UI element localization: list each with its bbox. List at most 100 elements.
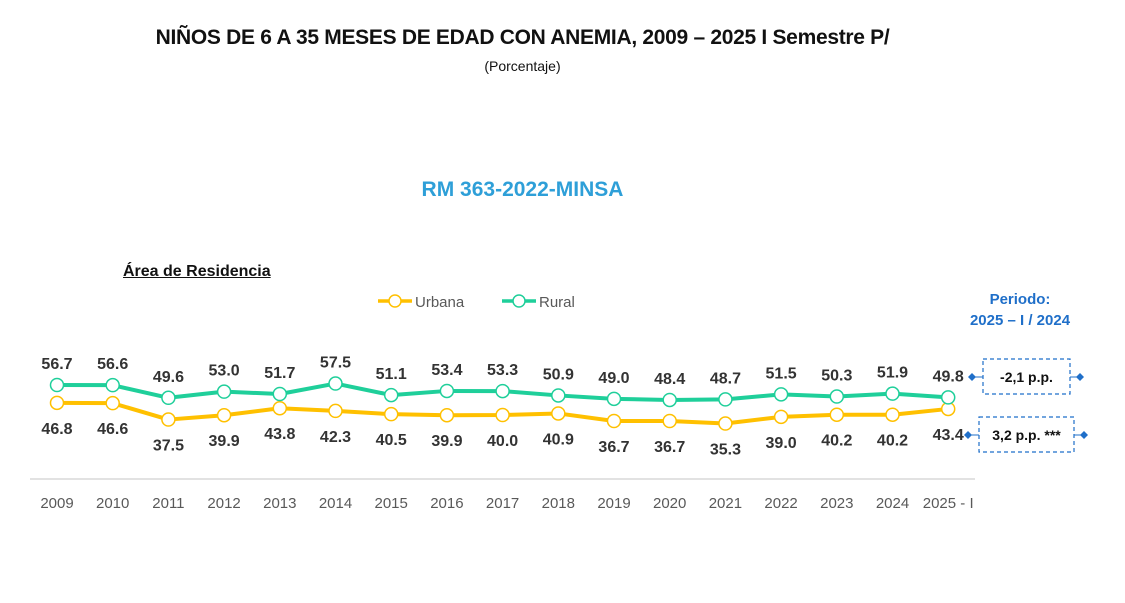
data-point-rural <box>885 386 900 401</box>
data-point-rural <box>49 377 65 393</box>
data-point-rural <box>439 383 455 399</box>
data-label-urbana: 35.3 <box>710 442 741 459</box>
data-label-rural: 51.9 <box>877 365 908 382</box>
data-label-urbana: 39.9 <box>431 433 462 450</box>
rural-change-diamond-right <box>1076 373 1084 381</box>
data-point-urbana <box>328 403 343 419</box>
data-point-urbana <box>272 400 288 416</box>
data-label-urbana: 40.5 <box>376 432 407 449</box>
data-label-urbana: 37.5 <box>153 438 184 455</box>
periodo-line2: 2025 – I / 2024 <box>969 312 1071 329</box>
x-tick-label: 2011 <box>152 495 184 512</box>
x-tick-label: 2012 <box>207 495 240 512</box>
x-tick-label: 2009 <box>40 495 73 512</box>
urbana-change-diamond-right <box>1080 431 1088 439</box>
data-label-rural: 48.7 <box>710 370 741 387</box>
data-label-rural: 49.6 <box>153 369 184 386</box>
chart-subtitle: (Porcentaje) <box>484 58 561 74</box>
data-label-rural: 51.7 <box>264 365 295 382</box>
data-label-urbana: 40.0 <box>487 433 518 450</box>
data-label-rural: 50.9 <box>543 366 574 383</box>
x-tick-label: 2016 <box>430 495 463 512</box>
data-point-urbana <box>606 413 622 429</box>
data-label-rural: 56.7 <box>41 356 72 373</box>
data-label-rural: 53.0 <box>209 363 240 380</box>
x-tick-label: 2021 <box>709 495 742 512</box>
data-point-rural <box>161 390 176 406</box>
data-label-rural: 56.6 <box>97 356 128 373</box>
data-point-urbana <box>885 407 900 422</box>
data-point-rural <box>272 386 288 402</box>
data-point-urbana <box>105 395 120 411</box>
x-tick-label: 2022 <box>764 495 797 512</box>
x-tick-label: 2014 <box>319 495 352 512</box>
data-label-rural: 49.8 <box>933 368 964 385</box>
data-point-rural <box>606 391 622 407</box>
legend-urbana-label: Urbana <box>415 294 465 311</box>
x-tick-label: 2017 <box>486 495 519 512</box>
x-tick-label: 2010 <box>96 495 129 512</box>
x-tick-label: 2020 <box>653 495 686 512</box>
data-point-rural <box>216 384 232 399</box>
data-point-urbana <box>718 416 733 431</box>
data-label-urbana: 43.8 <box>264 426 295 443</box>
data-label-urbana: 40.9 <box>543 431 574 448</box>
data-label-rural: 53.4 <box>431 362 462 379</box>
data-point-rural <box>328 376 343 391</box>
data-label-urbana: 46.6 <box>97 421 128 438</box>
annotation-rm: RM 363-2022-MINSA <box>421 178 624 201</box>
data-label-rural: 57.5 <box>320 355 351 372</box>
data-label-urbana: 43.4 <box>933 427 964 444</box>
data-point-urbana <box>773 409 789 425</box>
x-tick-label: 2025 - I <box>923 495 974 512</box>
data-label-rural: 48.4 <box>654 371 685 388</box>
data-point-rural <box>495 383 510 399</box>
data-point-urbana <box>662 413 677 429</box>
data-label-urbana: 40.2 <box>877 433 908 450</box>
data-point-rural <box>662 392 677 408</box>
data-label-urbana: 39.9 <box>209 433 240 450</box>
periodo-label: Periodo: 2025 – I / 2024 <box>945 289 1095 331</box>
data-label-urbana: 40.2 <box>821 433 852 450</box>
rural-change-label: -2,1 p.p. <box>1000 369 1053 385</box>
data-label-rural: 49.0 <box>598 370 629 387</box>
data-point-urbana <box>551 406 566 421</box>
data-label-rural: 51.5 <box>766 365 797 382</box>
data-point-urbana <box>495 407 510 423</box>
x-tick-label: 2018 <box>542 495 575 512</box>
legend-rural-marker <box>512 294 526 308</box>
chart-title: NIÑOS DE 6 A 35 MESES DE EDAD CON ANEMIA… <box>155 26 890 49</box>
data-point-urbana <box>49 395 65 411</box>
data-point-rural <box>773 387 789 402</box>
data-label-urbana: 36.7 <box>598 439 629 456</box>
data-label-urbana: 42.3 <box>320 429 351 446</box>
x-tick-label: 2015 <box>375 495 408 512</box>
data-point-rural <box>829 389 845 404</box>
legend-urbana-marker <box>388 294 402 308</box>
data-label-rural: 50.3 <box>821 368 852 385</box>
data-label-urbana: 39.0 <box>766 435 797 452</box>
data-point-rural <box>105 377 120 393</box>
rural-change-box <box>982 358 1071 395</box>
legend-rural-label: Rural <box>539 294 575 311</box>
data-point-urbana <box>383 406 399 422</box>
urbana-change-label: 3,2 p.p. *** <box>992 427 1061 443</box>
data-point-urbana <box>439 407 455 423</box>
x-tick-label: 2019 <box>597 495 630 512</box>
data-point-urbana <box>829 407 845 422</box>
x-tick-label: 2013 <box>263 495 296 512</box>
data-point-urbana <box>161 412 176 427</box>
data-point-rural <box>940 390 956 405</box>
data-label-rural: 53.3 <box>487 362 518 379</box>
data-label-urbana: 46.8 <box>41 421 72 438</box>
data-point-rural <box>718 392 733 407</box>
periodo-line1: Periodo: <box>989 291 1051 308</box>
data-point-rural <box>383 387 399 403</box>
data-point-urbana <box>216 407 232 423</box>
data-label-rural: 51.1 <box>376 366 407 383</box>
legend-title: Área de Residencia <box>123 263 271 280</box>
data-label-urbana: 36.7 <box>654 439 685 456</box>
data-point-rural <box>551 388 566 403</box>
x-tick-label: 2024 <box>876 495 909 512</box>
